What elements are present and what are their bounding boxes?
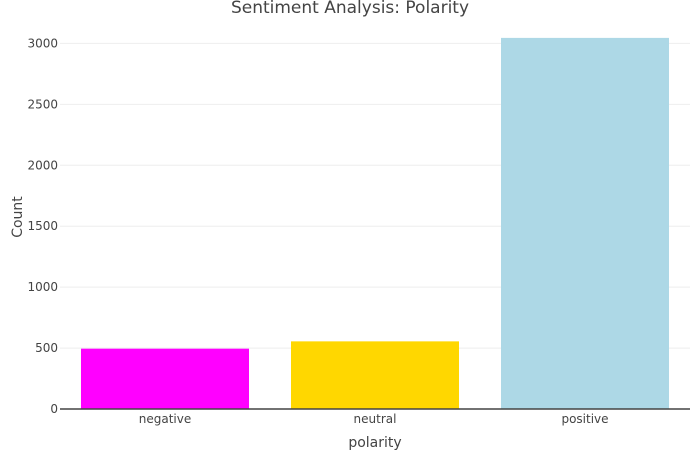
bar-positive[interactable] — [501, 37, 669, 409]
y-tick-label: 3000 — [27, 36, 58, 50]
bars — [81, 37, 669, 409]
axes: 0 500 1000 1500 2000 2500 3000 negative neutral p… — [27, 36, 690, 426]
y-tick-label: 500 — [35, 341, 58, 355]
x-tick-label: positive — [561, 412, 608, 426]
x-tick-label: neutral — [354, 412, 397, 426]
x-axis-title: polarity — [348, 435, 401, 450]
bar-negative[interactable] — [81, 348, 249, 409]
y-tick-label: 2000 — [27, 158, 58, 172]
y-tick-label: 1000 — [27, 280, 58, 294]
chart-title: Sentiment Analysis: Polarity — [231, 0, 469, 18]
bar-neutral[interactable] — [291, 341, 459, 409]
y-tick-label: 0 — [50, 402, 58, 416]
x-tick-label: negative — [139, 412, 191, 426]
y-tick-label: 1500 — [27, 219, 58, 233]
y-axis-title: Count — [10, 196, 26, 238]
y-tick-label: 2500 — [27, 97, 58, 111]
